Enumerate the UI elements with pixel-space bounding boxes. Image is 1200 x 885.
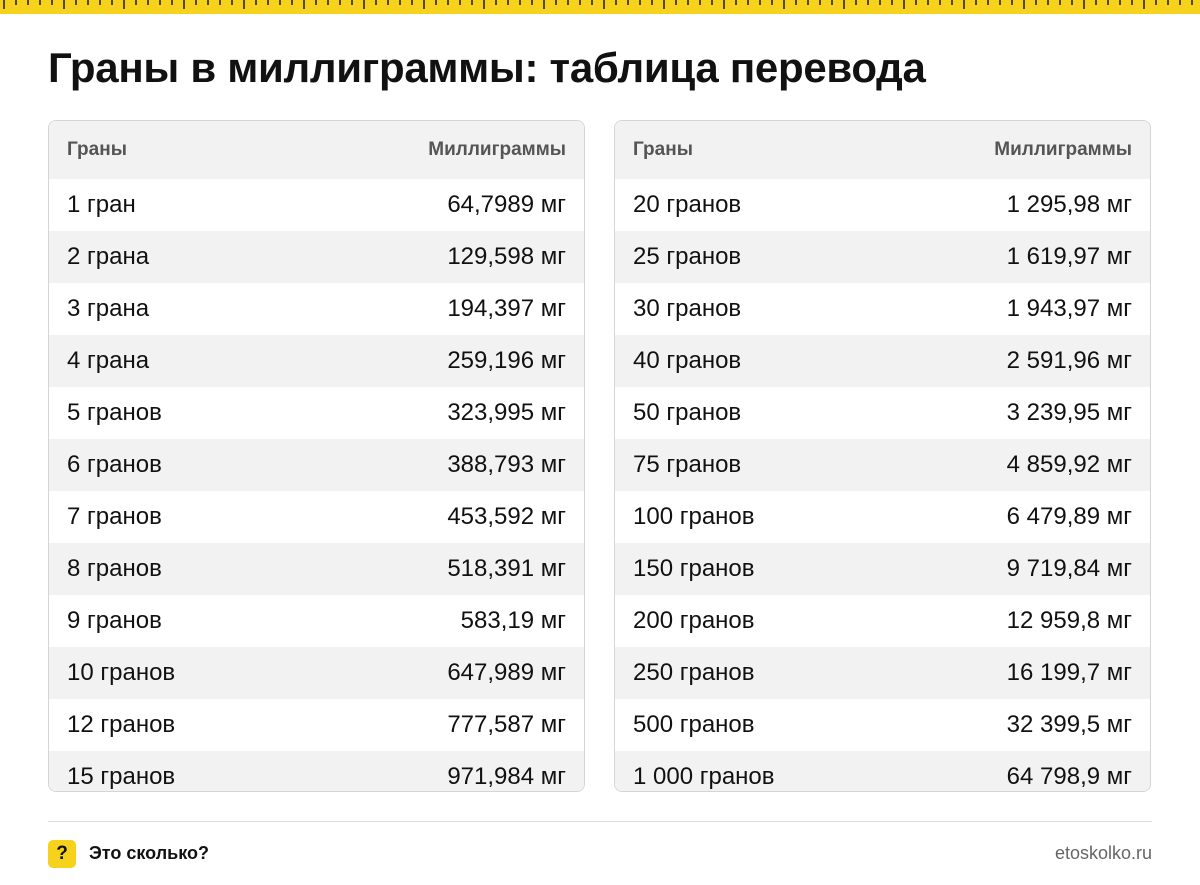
cell-grains: 15 гранов bbox=[67, 763, 176, 790]
table-row: 3 грана 194,397 мг bbox=[49, 283, 584, 335]
cell-milligrams: 64,7989 мг bbox=[447, 191, 566, 218]
cell-milligrams: 971,984 мг bbox=[447, 763, 566, 790]
conversion-table-right: Граны Миллиграммы 20 гранов 1 295,98 мг 25… bbox=[614, 120, 1151, 792]
column-header-milligrams: Миллиграммы bbox=[994, 139, 1132, 160]
table-row: 150 гранов 9 719,84 мг bbox=[615, 543, 1150, 595]
table-row: 1 гран 64,7989 мг bbox=[49, 179, 584, 231]
ruler-border bbox=[0, 0, 1200, 14]
table-row: 2 грана 129,598 мг bbox=[49, 231, 584, 283]
cell-milligrams: 323,995 мг bbox=[447, 399, 566, 426]
cell-grains: 6 гранов bbox=[67, 451, 162, 478]
cell-grains: 7 гранов bbox=[67, 503, 162, 530]
table-row: 5 гранов 323,995 мг bbox=[49, 387, 584, 439]
table-row: 7 гранов 453,592 мг bbox=[49, 491, 584, 543]
cell-milligrams: 2 591,96 мг bbox=[1006, 347, 1132, 374]
cell-grains: 20 гранов bbox=[633, 191, 742, 218]
ruler-ticks bbox=[3, 0, 1193, 9]
cell-milligrams: 388,793 мг bbox=[447, 451, 566, 478]
cell-grains: 100 гранов bbox=[633, 503, 755, 530]
cell-milligrams: 4 859,92 мг bbox=[1006, 451, 1132, 478]
cell-grains: 500 гранов bbox=[633, 711, 755, 738]
cell-grains: 3 грана bbox=[67, 295, 150, 322]
cell-grains: 1 000 гранов bbox=[633, 763, 775, 790]
question-mark-icon: ? bbox=[48, 840, 76, 868]
table-row: 1 000 гранов 64 798,9 мг bbox=[615, 751, 1150, 791]
table-row: 100 гранов 6 479,89 мг bbox=[615, 491, 1150, 543]
page-title: Граны в миллиграммы: таблица перевода bbox=[48, 44, 926, 91]
cell-grains: 4 грана bbox=[67, 347, 150, 374]
table-row: 12 гранов 777,587 мг bbox=[49, 699, 584, 751]
table-row: 8 гранов 518,391 мг bbox=[49, 543, 584, 595]
cell-grains: 1 гран bbox=[67, 191, 136, 218]
footer-divider bbox=[48, 821, 1152, 822]
conversion-table-left: Граны Миллиграммы 1 гран 64,7989 мг 2 гран… bbox=[48, 120, 585, 792]
table-row: 75 гранов 4 859,92 мг bbox=[615, 439, 1150, 491]
cell-milligrams: 6 479,89 мг bbox=[1006, 503, 1132, 530]
column-header-grains: Граны bbox=[633, 139, 693, 160]
cell-milligrams: 583,19 мг bbox=[460, 607, 566, 634]
cell-grains: 40 гранов bbox=[633, 347, 742, 374]
cell-milligrams: 777,587 мг bbox=[447, 711, 566, 738]
table-row: 200 гранов 12 959,8 мг bbox=[615, 595, 1150, 647]
cell-milligrams: 16 199,7 мг bbox=[1006, 659, 1132, 686]
column-header-grains: Граны bbox=[67, 139, 127, 160]
cell-grains: 25 гранов bbox=[633, 243, 742, 270]
cell-grains: 5 гранов bbox=[67, 399, 162, 426]
table-row: 30 гранов 1 943,97 мг bbox=[615, 283, 1150, 335]
cell-milligrams: 259,196 мг bbox=[447, 347, 566, 374]
cell-milligrams: 3 239,95 мг bbox=[1006, 399, 1132, 426]
table-row: 15 гранов 971,984 мг bbox=[49, 751, 584, 791]
cell-milligrams: 64 798,9 мг bbox=[1006, 763, 1132, 790]
table-body: 1 гран 64,7989 мг 2 грана 129,598 мг 3 грана… bbox=[49, 179, 584, 791]
cell-milligrams: 32 399,5 мг bbox=[1006, 711, 1132, 738]
cell-grains: 150 гранов bbox=[633, 555, 755, 582]
table-row: 50 гранов 3 239,95 мг bbox=[615, 387, 1150, 439]
brand-name: Это сколько? bbox=[89, 843, 209, 863]
column-header-milligrams: Миллиграммы bbox=[428, 139, 566, 160]
cell-milligrams: 647,989 мг bbox=[447, 659, 566, 686]
cell-grains: 9 гранов bbox=[67, 607, 162, 634]
cell-milligrams: 518,391 мг bbox=[447, 555, 566, 582]
cell-grains: 50 гранов bbox=[633, 399, 742, 426]
table-row: 250 гранов 16 199,7 мг bbox=[615, 647, 1150, 699]
cell-grains: 75 гранов bbox=[633, 451, 742, 478]
table-row: 6 гранов 388,793 мг bbox=[49, 439, 584, 491]
cell-grains: 8 гранов bbox=[67, 555, 162, 582]
cell-grains: 12 гранов bbox=[67, 711, 176, 738]
table-header: Граны Миллиграммы bbox=[49, 121, 584, 179]
cell-milligrams: 9 719,84 мг bbox=[1006, 555, 1132, 582]
cell-grains: 30 гранов bbox=[633, 295, 742, 322]
cell-milligrams: 1 295,98 мг bbox=[1006, 191, 1132, 218]
cell-milligrams: 129,598 мг bbox=[447, 243, 566, 270]
table-row: 10 гранов 647,989 мг bbox=[49, 647, 584, 699]
table-row: 4 грана 259,196 мг bbox=[49, 335, 584, 387]
cell-milligrams: 453,592 мг bbox=[447, 503, 566, 530]
table-row: 20 гранов 1 295,98 мг bbox=[615, 179, 1150, 231]
table-body: 20 гранов 1 295,98 мг 25 гранов 1 619,97 мг… bbox=[615, 179, 1150, 791]
cell-milligrams: 1 619,97 мг bbox=[1006, 243, 1132, 270]
cell-grains: 200 гранов bbox=[633, 607, 755, 634]
table-header: Граны Миллиграммы bbox=[615, 121, 1150, 179]
table-row: 500 гранов 32 399,5 мг bbox=[615, 699, 1150, 751]
table-row: 40 гранов 2 591,96 мг bbox=[615, 335, 1150, 387]
cell-grains: 250 гранов bbox=[633, 659, 755, 686]
cell-milligrams: 1 943,97 мг bbox=[1006, 295, 1132, 322]
cell-grains: 2 грана bbox=[67, 243, 150, 270]
site-url: etoskolko.ru bbox=[1054, 843, 1152, 863]
table-row: 25 гранов 1 619,97 мг bbox=[615, 231, 1150, 283]
table-row: 9 гранов 583,19 мг bbox=[49, 595, 584, 647]
cell-grains: 10 гранов bbox=[67, 659, 176, 686]
cell-milligrams: 12 959,8 мг bbox=[1006, 607, 1132, 634]
cell-milligrams: 194,397 мг bbox=[447, 295, 566, 322]
